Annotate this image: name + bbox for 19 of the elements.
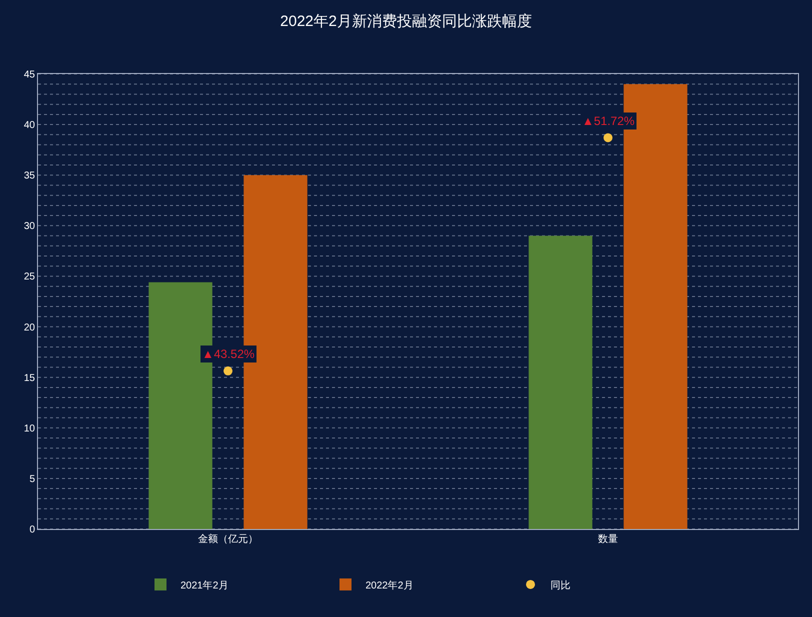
y-tick-label: 25	[24, 272, 36, 283]
y-tick-label: 45	[24, 70, 36, 80]
chart-title: 2022年2月新消费投融资同比涨跌幅度	[280, 12, 532, 30]
legend-label: 2021年2月	[180, 579, 228, 592]
legend-label: 2022年2月	[366, 579, 414, 592]
bar	[528, 236, 592, 529]
y-tick-label: 30	[24, 221, 36, 232]
y-tick-label: 35	[24, 170, 36, 182]
x-tick-label: 金额（亿元）	[198, 533, 258, 545]
y-tick-label: 40	[24, 120, 36, 132]
legend-label: 同比	[550, 579, 570, 592]
x-tick-label: 数量	[598, 534, 618, 545]
y-tick-label: 0	[29, 524, 36, 536]
y-tick-label: 10	[24, 423, 36, 434]
y-tick-label: 20	[24, 322, 36, 334]
data-label: ▲43.52%	[202, 347, 255, 361]
y-tick-label: 15	[24, 372, 36, 384]
y-tick-label: 5	[29, 474, 36, 485]
data-label: ▲51.72%	[582, 114, 635, 128]
